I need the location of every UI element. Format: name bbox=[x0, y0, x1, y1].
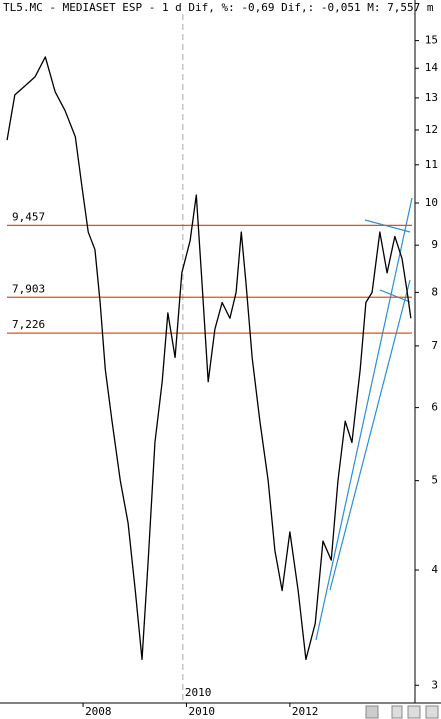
x-tick-label: 2010 bbox=[188, 705, 215, 718]
cursor-label: 2010 bbox=[185, 686, 212, 699]
tool-button[interactable] bbox=[407, 705, 421, 719]
tool-button[interactable] bbox=[391, 705, 403, 719]
chart-title: TL5.MC - MEDIASET ESP - 1 d Dif, %: -0,6… bbox=[3, 1, 434, 14]
y-tick-label: 6 bbox=[431, 401, 438, 414]
y-tick-label: 10 bbox=[425, 196, 438, 209]
title-bar bbox=[0, 0, 400, 14]
trend-line bbox=[315, 197, 413, 641]
horizontal-line-label: 7,226 bbox=[12, 318, 45, 331]
y-tick-label: 12 bbox=[425, 123, 438, 136]
x-tick-label: 2012 bbox=[292, 705, 319, 718]
x-tick-label: 2008 bbox=[85, 705, 112, 718]
tool-button[interactable] bbox=[365, 705, 379, 719]
y-tick-label: 4 bbox=[431, 563, 438, 576]
trend-line bbox=[379, 289, 411, 303]
y-tick-label: 15 bbox=[425, 34, 438, 47]
y-tick-label: 11 bbox=[425, 158, 438, 171]
y-tick-label: 3 bbox=[431, 678, 438, 691]
y-tick-label: 7 bbox=[431, 339, 438, 352]
y-tick-label: 5 bbox=[431, 474, 438, 487]
y-tick-label: 14 bbox=[425, 61, 439, 74]
price-line bbox=[6, 56, 412, 661]
tool-button[interactable] bbox=[425, 705, 439, 719]
y-tick-label: 9 bbox=[431, 238, 438, 251]
trend-line bbox=[329, 279, 411, 591]
y-tick-label: 13 bbox=[425, 91, 438, 104]
horizontal-line-label: 7,903 bbox=[12, 282, 45, 295]
horizontal-line-label: 9,457 bbox=[12, 210, 45, 223]
trend-line bbox=[364, 219, 411, 233]
y-tick-label: 8 bbox=[431, 285, 438, 298]
